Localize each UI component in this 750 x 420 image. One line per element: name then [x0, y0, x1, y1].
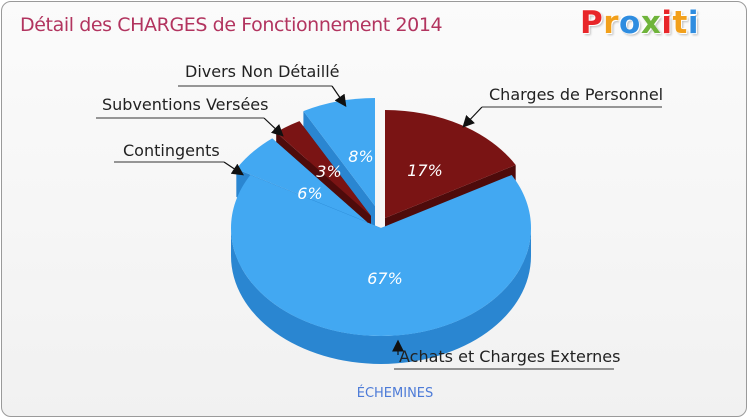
- logo-letter: i: [687, 5, 699, 41]
- logo-letter: i: [661, 5, 673, 41]
- pie-slice: [303, 98, 375, 206]
- pie-percent-labels: 17% 67% 6% 3% 8%: [297, 147, 442, 288]
- callout-arrow: [331, 85, 347, 107]
- pie-percent-label: 8%: [348, 147, 373, 166]
- pie-percent-label: 67%: [367, 269, 403, 288]
- chart-title: Détail des CHARGES de Fonctionnement 201…: [20, 14, 443, 36]
- slice-label: Contingents: [123, 141, 220, 160]
- commune-label: ÉCHEMINES: [356, 386, 434, 401]
- logo-letter: P: [580, 5, 604, 41]
- pie-percent-label: 6%: [297, 184, 322, 203]
- pie-slice: [231, 174, 531, 336]
- pie-callouts: Charges de Personnel Achats et Charges Ex…: [96, 62, 663, 370]
- pie-slice-side: [231, 228, 531, 364]
- slice-label: Charges de Personnel: [489, 85, 663, 104]
- pie-slice: [276, 121, 371, 216]
- logo-letter: o: [619, 5, 641, 41]
- slice-label: Achats et Charges Externes: [399, 347, 620, 366]
- pie-tops: [231, 98, 531, 336]
- logo-letter: x: [640, 5, 662, 41]
- pie-slice: [236, 138, 367, 222]
- callout-arrow: [462, 106, 483, 128]
- pie-percent-label: 3%: [316, 162, 341, 181]
- logo-letter: r: [603, 5, 620, 41]
- callout-arrow: [263, 117, 284, 137]
- callout-arrow: [223, 161, 244, 176]
- proxiti-logo: Proxiti: [580, 5, 699, 41]
- slice-label: Divers Non Détaillé: [185, 62, 339, 81]
- slice-label: Subventions Versées: [102, 95, 268, 114]
- logo-letter: t: [672, 5, 688, 41]
- pie-percent-label: 17%: [407, 161, 443, 180]
- pie-slice: [385, 110, 516, 218]
